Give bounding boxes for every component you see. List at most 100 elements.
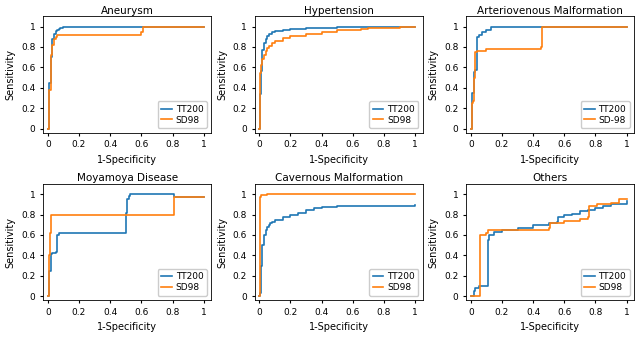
SD98 <box>287 34 294 38</box>
TT200 <box>49 37 56 41</box>
TT200 <box>45 269 53 273</box>
SD98 <box>170 195 178 199</box>
SD98 <box>476 233 484 237</box>
TT200 <box>490 230 498 234</box>
TT200 <box>287 27 294 31</box>
TT200 <box>263 225 271 229</box>
SD98 <box>318 30 326 34</box>
Legend: TT200, SD98: TT200, SD98 <box>157 101 207 128</box>
TT200 <box>554 215 562 219</box>
TT200 <box>529 223 537 227</box>
SD98 <box>265 44 273 48</box>
TT200 <box>260 41 268 45</box>
SD98 <box>483 231 490 235</box>
TT200 <box>125 194 132 198</box>
TT200 <box>623 199 630 203</box>
SD98 <box>365 26 372 30</box>
TT200 <box>483 28 490 32</box>
SD98 <box>53 33 61 37</box>
Line: SD98: SD98 <box>471 199 627 296</box>
SD98 <box>258 60 266 64</box>
Y-axis label: Sensitivity: Sensitivity <box>217 217 227 268</box>
TT200 <box>475 33 483 37</box>
Line: TT200: TT200 <box>259 27 415 128</box>
X-axis label: 1-Specificity: 1-Specificity <box>308 322 369 333</box>
SD98 <box>200 25 207 29</box>
Title: Cavernous Malformation: Cavernous Malformation <box>275 173 403 183</box>
SD98 <box>47 213 55 217</box>
Legend: TT200, SD98: TT200, SD98 <box>369 269 419 296</box>
Line: SD98: SD98 <box>48 197 204 296</box>
TT200 <box>470 289 477 293</box>
TT200 <box>265 223 273 227</box>
TT200 <box>473 35 481 39</box>
TT200 <box>255 294 263 298</box>
Y-axis label: Sensitivity: Sensitivity <box>429 217 438 268</box>
TT200 <box>262 228 269 232</box>
TT200 <box>412 203 419 208</box>
TT200 <box>263 34 271 38</box>
TT200 <box>584 209 591 213</box>
Legend: TT200, SD-98: TT200, SD-98 <box>580 101 630 128</box>
SD98 <box>561 219 568 223</box>
TT200 <box>467 126 475 130</box>
TT200 <box>268 30 276 34</box>
Line: TT200: TT200 <box>48 194 204 296</box>
Y-axis label: Sensitivity: Sensitivity <box>429 49 438 100</box>
Line: SD98: SD98 <box>259 194 415 296</box>
TT200 <box>279 215 287 219</box>
SD98 <box>268 41 276 45</box>
TT200 <box>333 204 341 208</box>
TT200 <box>67 25 75 29</box>
SD98 <box>47 53 55 57</box>
X-axis label: 1-Specificity: 1-Specificity <box>308 155 369 165</box>
SD98 <box>545 226 552 230</box>
SD98 <box>45 254 53 258</box>
TT200 <box>412 25 419 29</box>
SD98 <box>257 63 265 67</box>
Title: Others: Others <box>532 173 568 183</box>
TT200 <box>591 207 599 211</box>
TT200 <box>47 55 55 59</box>
TT200 <box>310 207 317 211</box>
SD98 <box>169 213 177 217</box>
SD98 <box>412 192 419 196</box>
SD98 <box>586 204 593 209</box>
SD98 <box>380 26 388 30</box>
TT200 <box>255 126 263 130</box>
TT200 <box>607 202 615 207</box>
SD98 <box>615 197 623 201</box>
TT200 <box>48 45 56 49</box>
SD98 <box>584 215 591 219</box>
TT200 <box>258 51 266 55</box>
SD98 <box>591 204 599 209</box>
TT200 <box>257 264 265 268</box>
TT200 <box>365 25 372 29</box>
SD98 <box>255 294 263 298</box>
SD98 <box>50 37 58 41</box>
TT200 <box>259 243 266 247</box>
TT200 <box>545 221 552 225</box>
Y-axis label: Sensitivity: Sensitivity <box>217 49 227 100</box>
TT200 <box>44 126 52 130</box>
TT200 <box>262 37 269 41</box>
Title: Hypertension: Hypertension <box>304 5 374 16</box>
TT200 <box>169 192 177 196</box>
Line: SD98: SD98 <box>48 27 204 128</box>
SD98 <box>271 39 278 43</box>
SD98 <box>262 49 269 53</box>
TT200 <box>256 92 264 96</box>
SD98 <box>200 195 207 199</box>
SD98 <box>263 192 271 196</box>
TT200 <box>50 32 58 36</box>
SD98 <box>279 36 287 40</box>
TT200 <box>600 204 607 209</box>
TT200 <box>265 32 273 36</box>
Y-axis label: Sensitivity: Sensitivity <box>6 49 15 100</box>
SD-98 <box>472 50 479 54</box>
TT200 <box>472 68 479 72</box>
TT200 <box>56 26 64 30</box>
TT200 <box>55 27 63 31</box>
TT200 <box>256 291 264 295</box>
SD-98 <box>537 45 545 49</box>
